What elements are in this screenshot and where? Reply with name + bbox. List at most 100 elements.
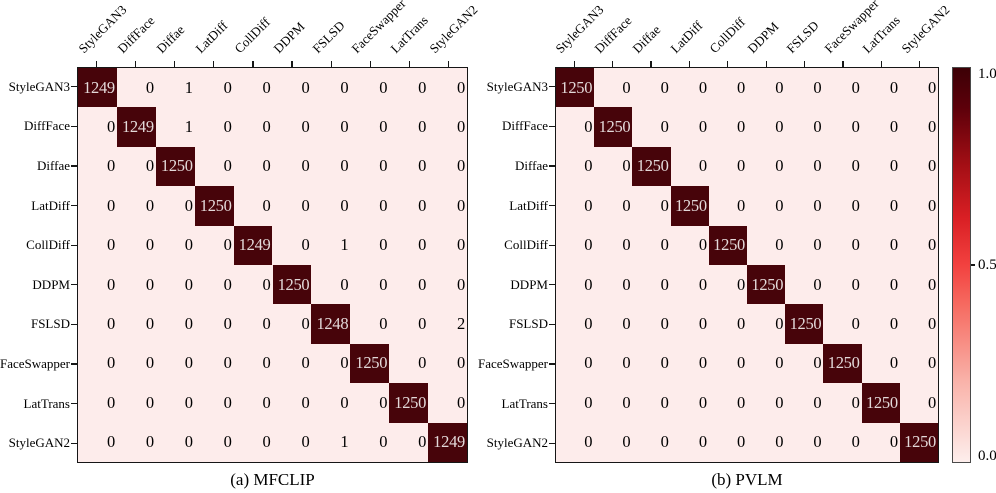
row-tick: [549, 442, 555, 444]
matrix-cell: 0: [622, 156, 631, 176]
matrix-cell: 0: [340, 77, 349, 97]
matrix-cell: 0: [889, 77, 898, 97]
row-label-pvlm: DiffFace: [502, 118, 548, 134]
matrix-cell: 0: [622, 314, 631, 334]
matrix-cell: 0: [340, 353, 349, 373]
matrix-cell: 1250: [194, 186, 234, 226]
colorbar-tick-label: 0.0: [978, 448, 996, 464]
matrix-cell: 0: [106, 274, 115, 294]
matrix-cell: 0: [223, 392, 232, 412]
matrix-cell: 0: [379, 314, 388, 334]
row-tick: [71, 284, 77, 286]
row-label-mfclip: CollDiff: [26, 237, 70, 253]
matrix-cell: 0: [340, 117, 349, 137]
matrix-cell: 0: [698, 314, 707, 334]
matrix-cell: 1250: [594, 107, 633, 147]
matrix-cell: 0: [889, 156, 898, 176]
row-tick: [549, 125, 555, 127]
matrix-cell: 0: [928, 235, 936, 255]
matrix-cell: 0: [457, 235, 465, 255]
matrix-cell: 0: [698, 77, 707, 97]
matrix-cell: 0: [698, 117, 707, 137]
row-tick: [549, 284, 555, 286]
matrix-cell: 0: [889, 274, 898, 294]
matrix-cell: 0: [775, 156, 784, 176]
row-label-pvlm: FSLSD: [508, 316, 548, 332]
matrix-cell: 0: [851, 77, 860, 97]
matrix-cell: 0: [660, 432, 669, 452]
matrix-cell: 1249: [428, 422, 467, 462]
matrix-cell: 0: [813, 195, 822, 215]
matrix-cell: 0: [418, 432, 427, 452]
col-tick: [135, 61, 137, 67]
col-label-mfclip: StyleGAN2: [426, 1, 481, 57]
col-tick: [252, 61, 254, 67]
matrix-cell: 0: [145, 235, 154, 255]
matrix-cell: 0: [775, 314, 784, 334]
matrix-cell: 0: [813, 392, 822, 412]
matrix-cell: 0: [262, 195, 271, 215]
matrix-cell: 0: [379, 432, 388, 452]
matrix-cell: 0: [418, 117, 427, 137]
matrix-cell: 0: [223, 274, 232, 294]
matrix-cell: 0: [889, 235, 898, 255]
matrix-cell: 0: [223, 432, 232, 452]
matrix-cell: 0: [457, 117, 465, 137]
matrix-cell: 0: [928, 156, 936, 176]
matrix-cell: 0: [262, 314, 271, 334]
heatmap-pvlm: 1250 0 0 0 0 0 0 0 0 0 0 1250 0 0 0 0 0 0 0 0 0 0 1250 0 0 0 0 0 0 0 0…: [555, 67, 939, 463]
matrix-cell: 0: [660, 235, 669, 255]
row-tick: [549, 205, 555, 207]
matrix-cell: 0: [928, 314, 936, 334]
matrix-cell: 0: [184, 392, 193, 412]
matrix-cell: 1250: [155, 146, 195, 187]
col-label-mfclip: Diffae: [153, 22, 188, 56]
col-tick: [447, 61, 450, 67]
matrix-cell: 0: [145, 314, 154, 334]
matrix-cell: 1250: [747, 265, 786, 305]
matrix-cell: 0: [737, 274, 745, 294]
matrix-cell: 0: [775, 77, 784, 97]
matrix-cell: 0: [584, 117, 593, 137]
matrix-cell: 0: [418, 314, 427, 334]
matrix-cell: 1250: [272, 265, 312, 305]
col-label-mfclip: LatDiff: [192, 17, 231, 56]
matrix-cell: 0: [928, 392, 936, 412]
matrix-cell: 0: [418, 195, 427, 215]
row-tick: [71, 403, 77, 405]
row-tick: [71, 244, 77, 246]
matrix-cell: 0: [813, 274, 822, 294]
colorbar: [952, 67, 971, 463]
row-tick: [71, 165, 77, 167]
col-tick: [408, 61, 410, 67]
matrix-cell: 0: [698, 432, 707, 452]
row-label-mfclip: DDPM: [32, 276, 70, 292]
matrix-cell: 0: [418, 274, 427, 294]
matrix-cell: 0: [301, 392, 310, 412]
matrix-cell: 1250: [823, 343, 862, 384]
col-tick: [213, 61, 215, 67]
matrix-cell: 0: [301, 77, 310, 97]
matrix-cell: 0: [737, 392, 745, 412]
matrix-cell: 0: [813, 117, 822, 137]
matrix-cell: 0: [660, 117, 669, 137]
matrix-cell: 0: [851, 392, 860, 412]
matrix-cell: 0: [698, 274, 707, 294]
matrix-cell: 0: [889, 117, 898, 137]
matrix-cell: 0: [340, 195, 349, 215]
matrix-cell: 0: [340, 392, 349, 412]
matrix-cell: 0: [301, 432, 310, 452]
col-tick: [174, 61, 176, 67]
matrix-cell: 0: [775, 392, 784, 412]
row-tick: [71, 205, 77, 207]
matrix-cell: 0: [928, 195, 936, 215]
matrix-cell: 0: [301, 314, 310, 334]
col-label-pvlm: Diffae: [629, 22, 664, 56]
row-tick: [71, 86, 77, 88]
matrix-cell: 0: [262, 117, 271, 137]
row-tick: [71, 125, 77, 127]
matrix-cell: 0: [851, 274, 860, 294]
matrix-cell: 0: [889, 314, 898, 334]
col-tick: [727, 61, 729, 67]
matrix-cell: 0: [698, 353, 707, 373]
